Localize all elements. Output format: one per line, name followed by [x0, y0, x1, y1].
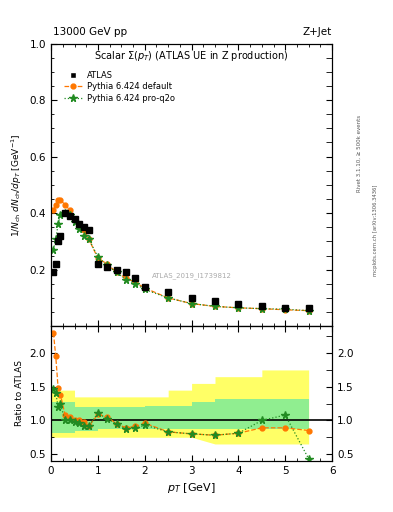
Y-axis label: $1/N_\mathrm{ch}\;dN_\mathrm{ch}/dp_T\;[\mathrm{GeV}^{-1}]$: $1/N_\mathrm{ch}\;dN_\mathrm{ch}/dp_T\;[… — [10, 133, 24, 237]
Y-axis label: Ratio to ATLAS: Ratio to ATLAS — [15, 360, 24, 426]
Text: Z+Jet: Z+Jet — [303, 27, 332, 37]
Legend: ATLAS, Pythia 6.424 default, Pythia 6.424 pro-q2o: ATLAS, Pythia 6.424 default, Pythia 6.42… — [61, 68, 178, 106]
Text: Rivet 3.1.10, ≥ 500k events: Rivet 3.1.10, ≥ 500k events — [357, 115, 362, 192]
Text: ATLAS_2019_I1739812: ATLAS_2019_I1739812 — [152, 272, 231, 279]
Text: Scalar $\Sigma(p_T)$ (ATLAS UE in Z production): Scalar $\Sigma(p_T)$ (ATLAS UE in Z prod… — [94, 49, 289, 63]
X-axis label: $p_T$ [GeV]: $p_T$ [GeV] — [167, 481, 216, 495]
Text: mcplots.cern.ch [arXiv:1306.3436]: mcplots.cern.ch [arXiv:1306.3436] — [373, 185, 378, 276]
Text: 13000 GeV pp: 13000 GeV pp — [53, 27, 127, 37]
